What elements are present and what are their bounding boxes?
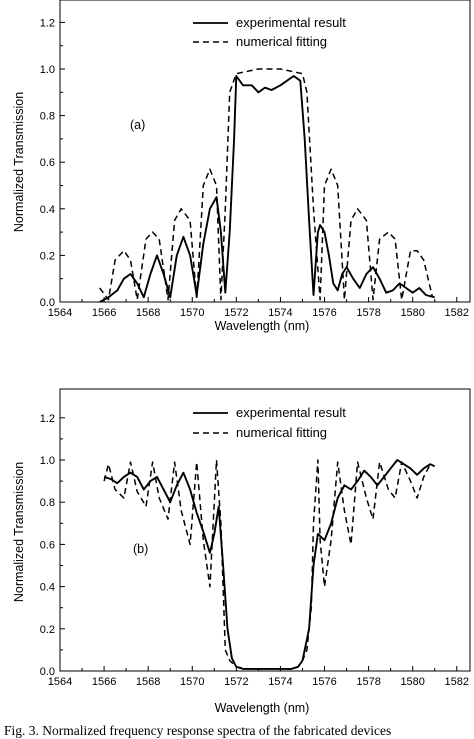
- panel-b-y-tick-label: 0.6: [40, 539, 55, 551]
- panel-a-x-tick-label: 1572: [224, 307, 248, 319]
- panel-b-y-tick-label: 0.0: [40, 666, 55, 678]
- panel-a-tag: (a): [130, 118, 145, 132]
- panel-b-legend-label-numerical: numerical fitting: [236, 425, 327, 440]
- panel-a-y-tick-label: 1.2: [40, 17, 55, 29]
- panel-a-y-tick-label: 1.0: [40, 64, 55, 76]
- panel-b-x-tick-label: 1570: [180, 676, 204, 688]
- panel-b-legend: experimental result numerical fitting: [193, 405, 346, 440]
- panel-a-x-tick-label: 1574: [268, 307, 292, 319]
- panel-b-tag: (b): [133, 542, 148, 556]
- panel-a-xlabel: Wavelength (nm): [215, 319, 310, 333]
- panel-a: 0.00.20.40.60.81.01.2 1564 1566 1568 1570 15…: [12, 0, 471, 333]
- panel-b-y-tick-label: 0.4: [40, 582, 55, 594]
- panel-b-xlabel: Wavelength (nm): [215, 701, 310, 715]
- panel-b-frame: [59, 388, 471, 672]
- panel-b-x-tick-label: 1572: [224, 676, 248, 688]
- panel-a-x-tick-label: 1566: [92, 307, 116, 319]
- panel-b-x-tick-label: 1580: [400, 676, 424, 688]
- panel-b-x-tick-label: 1578: [356, 676, 380, 688]
- panel-a-y-tick-label: 0.4: [40, 204, 55, 216]
- figure-caption: Fig. 3. Normalized frequency response sp…: [4, 723, 392, 738]
- panel-a-legend-label-experimental: experimental result: [236, 15, 346, 30]
- panel-b-y-tick-label: 1.2: [40, 413, 55, 425]
- panel-b-x-tick-label: 1574: [268, 676, 292, 688]
- panel-b-x-tick-label: 1576: [312, 676, 336, 688]
- panel-b-y-tick-label: 0.2: [40, 624, 55, 636]
- panel-b-ylabel: Normalized Transmission: [12, 462, 26, 602]
- panel-a-y-ticks: 0.0 0.2 0.4 0.6 0.8 1.0 1.2: [40, 17, 65, 309]
- panel-b-y-tick-label: 0.8: [40, 497, 55, 509]
- panel-a-x-tick-label: 1570: [180, 307, 204, 319]
- panel-a-y-tick-label: 0.8: [40, 111, 55, 123]
- panel-a-series-experimental-result: [99, 75, 435, 303]
- panel-b-x-tick-label: 1582: [445, 676, 469, 688]
- panel-a-x-tick-label: 1580: [400, 307, 424, 319]
- panel-b-x-tick-label: 1564: [48, 676, 72, 688]
- panel-b-series-numerical-fitting: [103, 459, 431, 670]
- panel-a-x-tick-label: 1564: [48, 307, 72, 319]
- panel-a-x-tick-label: 1578: [356, 307, 380, 319]
- panel-a-series-numerical-fitting: [99, 68, 434, 301]
- panel-a-x-ticks: 1564 1566 1568 1570 1572 1574 1576 1578 1580 1582: [48, 297, 469, 319]
- panel-b-y-ticks: 0.0 0.2 0.4 0.6 0.8 1.0 1.2: [40, 413, 65, 678]
- panel-a-lines: [99, 68, 435, 303]
- panel-b-y-tick-label: 1.0: [40, 455, 55, 467]
- panel-a-frame: [59, 0, 471, 303]
- panel-a-legend-label-numerical: numerical fitting: [236, 34, 327, 49]
- panel-b: 0.00.20.40.60.81.01.2 1564 1566 1568 1570 15…: [12, 388, 471, 715]
- panel-b-x-ticks: 1564 1566 1568 1570 1572 1574 1576 1578 1580 1582: [48, 666, 469, 688]
- panel-b-legend-label-experimental: experimental result: [236, 405, 346, 420]
- panel-a-ylabel: Normalized Transmission: [12, 92, 26, 232]
- panel-a-x-tick-label: 1568: [136, 307, 160, 319]
- panel-b-lines: [103, 459, 436, 670]
- panel-a-x-tick-label: 1582: [445, 307, 469, 319]
- panel-a-legend: experimental result numerical fitting: [193, 15, 346, 49]
- panel-b-series-experimental-result: [103, 459, 436, 670]
- panel-b-x-tick-label: 1566: [92, 676, 116, 688]
- panel-a-y-tick-label: 0.6: [40, 157, 55, 169]
- panel-b-x-tick-label: 1568: [136, 676, 160, 688]
- panel-a-x-tick-label: 1576: [312, 307, 336, 319]
- panel-a-y-tick-label: 0.0: [40, 297, 55, 309]
- panel-a-y-tick-label: 0.2: [40, 250, 55, 262]
